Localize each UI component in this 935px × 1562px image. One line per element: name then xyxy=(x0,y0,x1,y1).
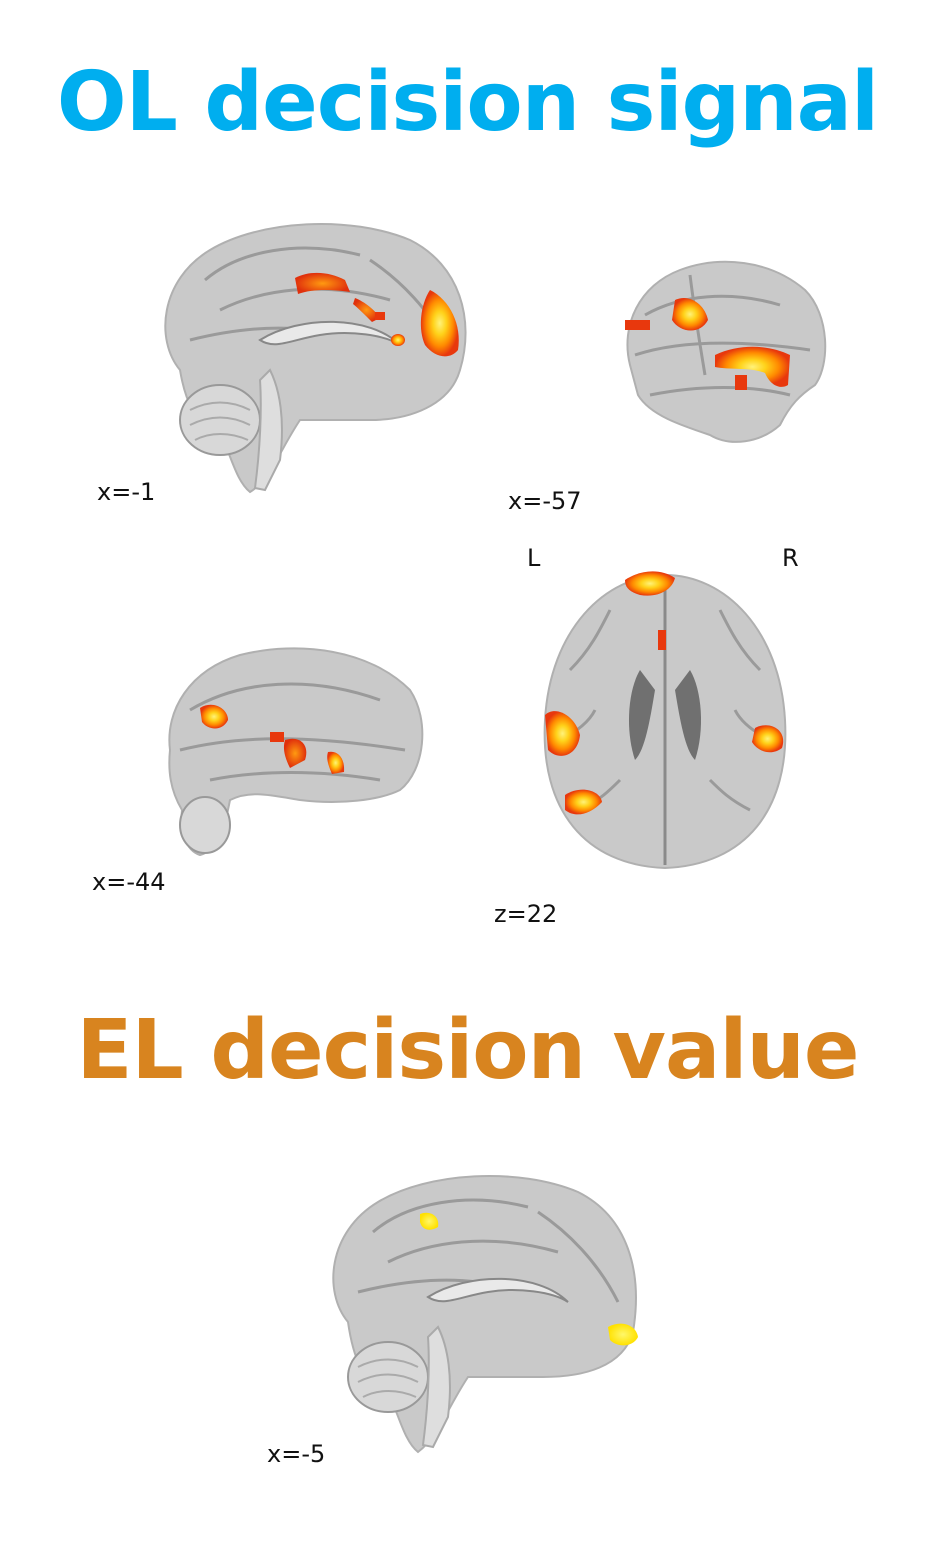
coordinate-label: x=-44 xyxy=(92,868,166,896)
brain-sagittal-lateral-mid xyxy=(168,647,424,857)
orientation-left-label: L xyxy=(527,544,541,572)
orientation-right-label: R xyxy=(782,544,799,572)
coordinate-label: x=-57 xyxy=(508,487,582,515)
coordinate-label: z=22 xyxy=(494,900,558,928)
brain-axial xyxy=(543,571,787,870)
coordinate-label: x=-1 xyxy=(97,478,156,506)
coordinate-label: x=-5 xyxy=(267,1440,326,1468)
activation-cluster xyxy=(420,1212,638,1346)
activation-cluster xyxy=(545,571,784,815)
brain-sagittal-lateral-small xyxy=(625,260,827,443)
brain-sagittal-medial-ol xyxy=(164,223,467,494)
el-decision-value-title: EL decision value xyxy=(76,1003,860,1098)
activation-cluster xyxy=(295,272,459,357)
brain-sagittal-medial-el xyxy=(332,1175,638,1454)
activation-cluster xyxy=(200,704,345,774)
ol-decision-signal-title: OL decision signal xyxy=(56,55,879,150)
activation-cluster xyxy=(625,297,790,390)
